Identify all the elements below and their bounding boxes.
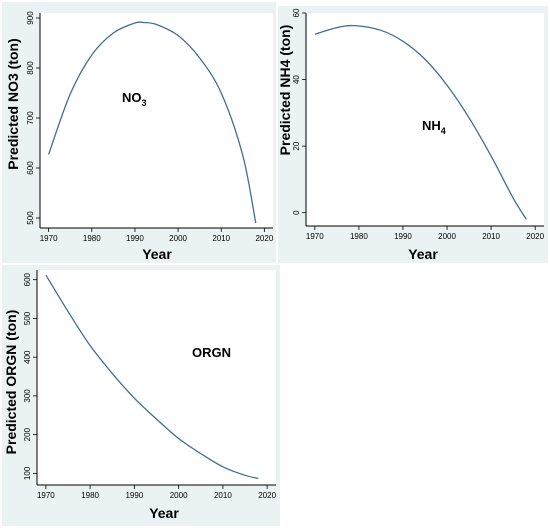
- orgn-series-line: [45, 274, 259, 480]
- nh4-chart-panel: 1970 1980 1990 2000 2010 2020 0 20 40 60 Predicte…: [277, 6, 548, 263]
- y-tick-label-800: 800: [26, 61, 35, 75]
- y-tick-label-700: 700: [26, 111, 35, 125]
- x-tick-label-2020: 2020: [526, 232, 544, 241]
- x-tick-label-1990: 1990: [126, 234, 144, 243]
- annotation-text: ORGN: [192, 345, 231, 360]
- y-tick-label-0: 0: [292, 210, 301, 215]
- y-axis-title: Predicted NO3 (ton): [5, 38, 21, 169]
- x-tick-label-2000: 2000: [438, 232, 456, 241]
- x-axis-title: Year: [408, 246, 438, 262]
- ticks-group: 1970 1980 1990 2000 2010 2020 100 200 300 400 500 6…: [23, 272, 277, 500]
- nh4-series-line: [314, 24, 527, 220]
- y-axis-title: Predicted ORGN (ton): [3, 310, 19, 455]
- x-tick-label-1980: 1980: [81, 491, 99, 500]
- x-tick-label-1990: 1990: [394, 232, 412, 241]
- series-annotation-orgn: ORGN: [192, 345, 231, 360]
- ticks-group: 1970 1980 1990 2000 2010 2020 0 20 40 60: [292, 8, 545, 241]
- series-annotation-no3: NO3: [122, 90, 147, 108]
- ticks-group: 1970 1980 1990 2000 2010 2020 500 600 700 800 900: [26, 11, 274, 243]
- series-annotation-nh4: NH4: [422, 118, 446, 136]
- x-tick-label-1980: 1980: [83, 234, 101, 243]
- annotation-subscript: 3: [142, 98, 147, 108]
- x-tick-label-1970: 1970: [37, 491, 55, 500]
- plot-area: [306, 13, 544, 226]
- x-tick-label-2000: 2000: [170, 491, 188, 500]
- x-tick-label-2020: 2020: [258, 491, 276, 500]
- no3-chart-panel: 1970 1980 1990 2000 2010 2020500600700800900 …: [2, 2, 276, 263]
- y-tick-label-600: 600: [23, 272, 32, 286]
- x-tick-label-2000: 2000: [169, 234, 187, 243]
- x-tick-label-2010: 2010: [482, 232, 500, 241]
- annotation-text: NO: [122, 90, 142, 105]
- x-tick-label-2010: 2010: [212, 234, 230, 243]
- x-axis-title: Year: [149, 505, 179, 521]
- x-tick-label-2010: 2010: [214, 491, 232, 500]
- plot-area: [40, 13, 273, 228]
- x-tick-label-1970: 1970: [306, 232, 324, 241]
- y-tick-label-40: 40: [292, 75, 301, 84]
- y-tick-label-500: 500: [26, 211, 35, 225]
- x-tick-label-1980: 1980: [350, 232, 368, 241]
- x-tick-label-1990: 1990: [125, 491, 143, 500]
- y-tick-label-300: 300: [23, 389, 32, 403]
- orgn-chart-panel: 1970 1980 1990 2000 2010 2020 100 200 300 400 500 6…: [2, 265, 280, 526]
- y-tick-label-20: 20: [292, 141, 301, 150]
- y-tick-label-200: 200: [23, 427, 32, 441]
- y-tick-label-100: 100: [23, 466, 32, 480]
- y-tick-label-900: 900: [26, 11, 35, 25]
- y-axis-title: Predicted NH4 (ton): [277, 25, 293, 156]
- annotation-text: NH: [422, 118, 441, 133]
- x-tick-label-2020: 2020: [255, 234, 273, 243]
- x-tick-label-1970: 1970: [40, 234, 58, 243]
- y-tick-label-60: 60: [292, 8, 301, 17]
- annotation-subscript: 4: [441, 126, 446, 136]
- y-tick-label-600: 600: [26, 161, 35, 175]
- y-tick-label-500: 500: [23, 311, 32, 325]
- x-axis-title: Year: [142, 246, 172, 262]
- plot-area: [37, 270, 276, 485]
- no3-series-line: [48, 21, 257, 224]
- y-tick-label-400: 400: [23, 350, 32, 364]
